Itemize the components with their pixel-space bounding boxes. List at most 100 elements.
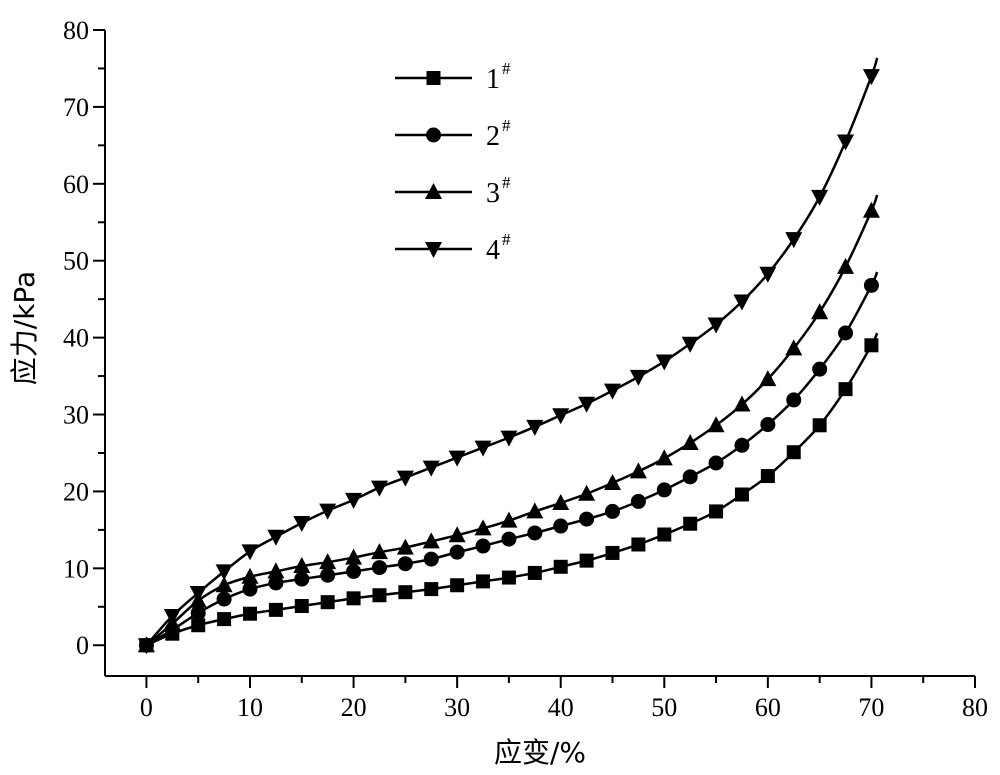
data-point bbox=[812, 418, 827, 433]
y-tick-label: 60 bbox=[63, 170, 89, 199]
x-tick-label: 60 bbox=[755, 693, 781, 722]
data-point bbox=[604, 473, 621, 490]
x-tick-label: 70 bbox=[858, 693, 884, 722]
data-point bbox=[862, 201, 880, 218]
data-point bbox=[243, 606, 257, 621]
data-point bbox=[811, 303, 829, 320]
data-point bbox=[346, 563, 362, 579]
legend-label-superscript: # bbox=[502, 173, 511, 192]
axes: 0 10 20 30 40 50 60 70 80 0 10 20 30 40 50 60 70 80 bbox=[63, 16, 988, 722]
data-point bbox=[681, 433, 699, 450]
legend-label-superscript: # bbox=[502, 230, 511, 249]
data-point bbox=[422, 460, 440, 477]
data-point bbox=[163, 609, 181, 626]
data-point bbox=[526, 502, 544, 519]
data-point bbox=[474, 440, 492, 457]
legend-entry-2: 2 # bbox=[395, 116, 511, 152]
data-point bbox=[785, 339, 803, 356]
data-point bbox=[370, 480, 388, 497]
data-point bbox=[475, 538, 491, 554]
data-point bbox=[345, 492, 363, 509]
data-point bbox=[759, 370, 777, 387]
data-point bbox=[320, 567, 336, 583]
data-point bbox=[707, 317, 725, 334]
data-point bbox=[578, 396, 596, 413]
x-tick-label: 10 bbox=[237, 693, 263, 722]
data-point bbox=[864, 338, 879, 353]
x-tick-label: 30 bbox=[444, 693, 470, 722]
data-point bbox=[863, 277, 879, 293]
y-tick-label: 30 bbox=[63, 401, 89, 430]
data-point bbox=[215, 564, 233, 581]
data-point bbox=[786, 445, 801, 460]
data-point bbox=[293, 557, 311, 574]
data-point bbox=[785, 232, 803, 249]
data-point bbox=[215, 576, 233, 593]
data-point bbox=[422, 532, 440, 549]
data-point bbox=[527, 525, 543, 541]
data-point bbox=[423, 551, 439, 567]
data-point bbox=[424, 582, 439, 597]
x-tick-label: 20 bbox=[341, 693, 367, 722]
data-point bbox=[629, 369, 647, 386]
data-point bbox=[838, 382, 853, 397]
legend-label-superscript: # bbox=[502, 59, 511, 78]
x-axis-title: 应变/% bbox=[494, 736, 586, 769]
data-point bbox=[241, 567, 259, 584]
legend-entry-4: 4 # bbox=[395, 230, 511, 266]
legend-label: 1 bbox=[486, 64, 500, 95]
data-point bbox=[191, 618, 206, 633]
data-point bbox=[242, 581, 258, 597]
y-tick-label: 20 bbox=[63, 477, 89, 506]
data-point bbox=[474, 519, 492, 536]
legend-label-superscript: # bbox=[502, 116, 511, 135]
data-point bbox=[397, 556, 413, 572]
data-point bbox=[838, 325, 854, 341]
legend-label: 3 bbox=[486, 178, 500, 209]
data-point bbox=[189, 585, 207, 602]
data-point bbox=[552, 408, 570, 425]
data-point bbox=[449, 544, 465, 560]
data-point bbox=[630, 493, 646, 509]
data-point bbox=[267, 562, 285, 579]
data-point bbox=[476, 574, 491, 589]
data-point bbox=[190, 605, 206, 621]
legend-label: 2 bbox=[486, 121, 500, 152]
legend: 1 #2 #3 #4 # bbox=[395, 59, 511, 266]
y-tick-label: 70 bbox=[63, 93, 89, 122]
x-tick-label: 80 bbox=[962, 693, 988, 722]
legend-marker bbox=[425, 242, 442, 258]
data-point bbox=[501, 570, 516, 585]
data-point bbox=[137, 638, 155, 655]
y-tick-label: 10 bbox=[63, 554, 89, 583]
data-point bbox=[501, 531, 517, 547]
data-point bbox=[526, 419, 544, 436]
legend-marker bbox=[425, 183, 442, 199]
data-point bbox=[268, 575, 284, 591]
y-tick-label: 0 bbox=[76, 631, 89, 660]
data-point bbox=[655, 449, 673, 466]
data-point bbox=[682, 469, 698, 485]
series-2 bbox=[138, 271, 879, 653]
data-point bbox=[319, 503, 337, 520]
data-point bbox=[553, 559, 568, 574]
data-point bbox=[811, 189, 829, 206]
x-tick-label: 0 bbox=[140, 693, 153, 722]
x-tick-label: 40 bbox=[548, 693, 574, 722]
series-line-4 bbox=[145, 57, 879, 647]
legend-entry-3: 3 # bbox=[395, 173, 511, 209]
data-point bbox=[553, 518, 569, 534]
data-point bbox=[631, 537, 646, 552]
data-point bbox=[527, 565, 542, 580]
legend-marker bbox=[426, 71, 441, 85]
data-point bbox=[605, 545, 620, 560]
x-tick-label: 50 bbox=[651, 693, 677, 722]
data-point bbox=[760, 469, 775, 484]
y-tick-label: 50 bbox=[63, 247, 89, 276]
data-point bbox=[734, 437, 750, 453]
data-point bbox=[709, 504, 724, 519]
data-point bbox=[657, 527, 672, 542]
data-point bbox=[372, 588, 387, 603]
data-point bbox=[837, 134, 855, 151]
